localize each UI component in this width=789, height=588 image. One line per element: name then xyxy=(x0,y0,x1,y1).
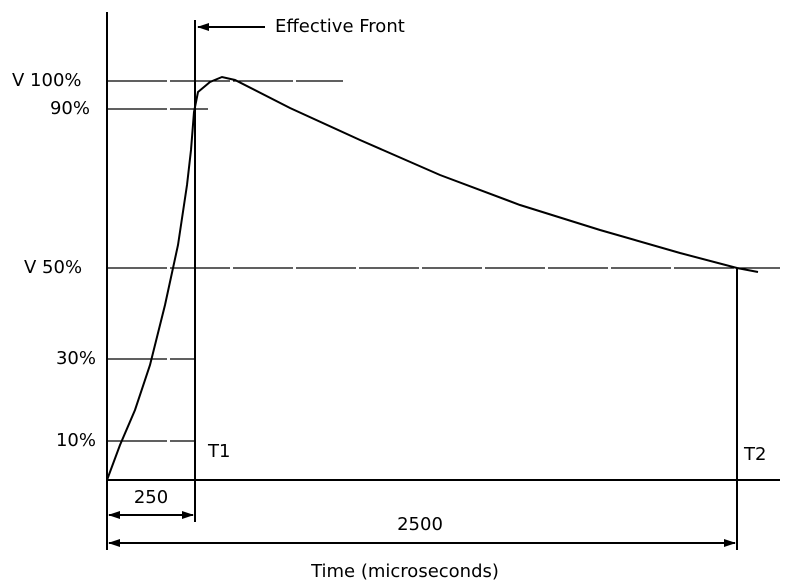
x-axis-label: Time (microseconds) xyxy=(310,561,499,582)
dimension-label: 2500 xyxy=(397,514,443,535)
level-label: 90% xyxy=(50,98,90,119)
annotation: Effective Front xyxy=(275,16,405,37)
marker-label: T2 xyxy=(743,444,766,465)
level-label: V 50% xyxy=(24,257,82,278)
level-label: 30% xyxy=(56,348,96,369)
marker-label: T1 xyxy=(207,441,230,462)
level-label: V 100% xyxy=(12,70,82,91)
waveform xyxy=(106,75,759,481)
dimension-label: 250 xyxy=(134,487,168,508)
level-label: 10% xyxy=(56,430,96,451)
